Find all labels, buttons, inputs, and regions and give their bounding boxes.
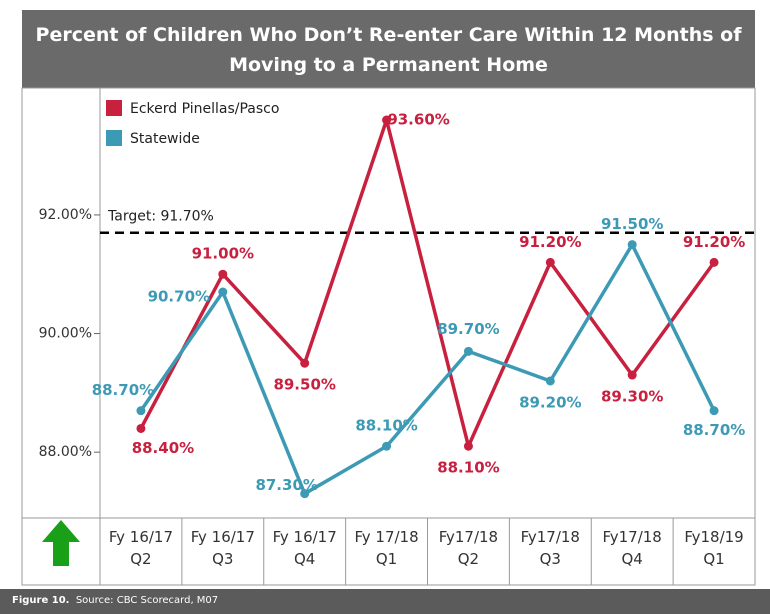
data-label: 90.70% (148, 288, 210, 306)
frame (21, 87, 756, 586)
data-label: 88.70% (92, 381, 154, 399)
data-label: 91.50% (601, 215, 663, 233)
data-label: 89.70% (437, 320, 499, 338)
point (545, 376, 555, 386)
data-label: 91.00% (192, 245, 254, 263)
data-label: 88.10% (355, 417, 417, 435)
data-label: 88.70% (683, 421, 745, 439)
x-tick-label: Fy17/18 Q2 (438, 528, 499, 568)
point (136, 406, 146, 416)
x-tick-label: Fy 16/17 Q2 (108, 528, 173, 568)
point (545, 257, 555, 267)
x-tick-label: Fy18/19 Q1 (684, 528, 744, 568)
point (300, 489, 310, 499)
data-label: 88.40% (132, 439, 194, 457)
data-label: 91.20% (519, 233, 581, 251)
data-label: 89.20% (519, 393, 581, 411)
point (382, 441, 392, 451)
series-line (139, 118, 716, 448)
point (463, 346, 473, 356)
x-tick-label: Fy 16/17 Q4 (272, 528, 337, 568)
data-label: 91.20% (683, 233, 745, 251)
target-label: Target: 91.70% (107, 209, 214, 225)
point (709, 257, 719, 267)
y-tick-label: 92.00% (39, 207, 92, 223)
data-label: 93.60% (387, 111, 449, 129)
data-label: 89.30% (601, 388, 663, 406)
up-arrow (42, 520, 80, 566)
legend-label: Eckerd Pinellas/Pasco (130, 101, 279, 117)
y-tick-label: 90.00% (39, 326, 92, 342)
x-tick-label: Fy17/18 Q4 (602, 528, 662, 568)
point (218, 269, 228, 279)
point (627, 370, 637, 380)
point (136, 423, 146, 433)
caption: Figure 10. Source: CBC Scorecard, M07 (12, 591, 218, 611)
data-label: 88.10% (437, 459, 499, 477)
series-line (139, 242, 716, 496)
point (627, 240, 637, 250)
caption-bar (0, 589, 770, 614)
x-tick-label: Fy17/18 Q3 (520, 528, 580, 568)
x-tick-label: Fy 16/17 Q3 (190, 528, 255, 568)
legend-swatch (106, 130, 122, 146)
legend-label: Statewide (130, 131, 200, 147)
x-tick-label: Fy 17/18 Q1 (354, 528, 419, 568)
y-tick-label: 88.00% (39, 444, 92, 460)
point (709, 406, 719, 416)
caption-figure: Figure 10. (12, 595, 70, 606)
data-label: 89.50% (273, 376, 335, 394)
point (300, 358, 310, 368)
caption-source: Source: CBC Scorecard, M07 (75, 595, 219, 606)
point (382, 115, 392, 125)
title-bar (22, 10, 755, 88)
point (463, 441, 473, 451)
point (218, 287, 228, 297)
data-label: 87.30% (255, 476, 317, 494)
chart-title: Percent of Children Who Don’t Re-enter C… (35, 24, 742, 76)
legend-swatch (106, 100, 122, 116)
